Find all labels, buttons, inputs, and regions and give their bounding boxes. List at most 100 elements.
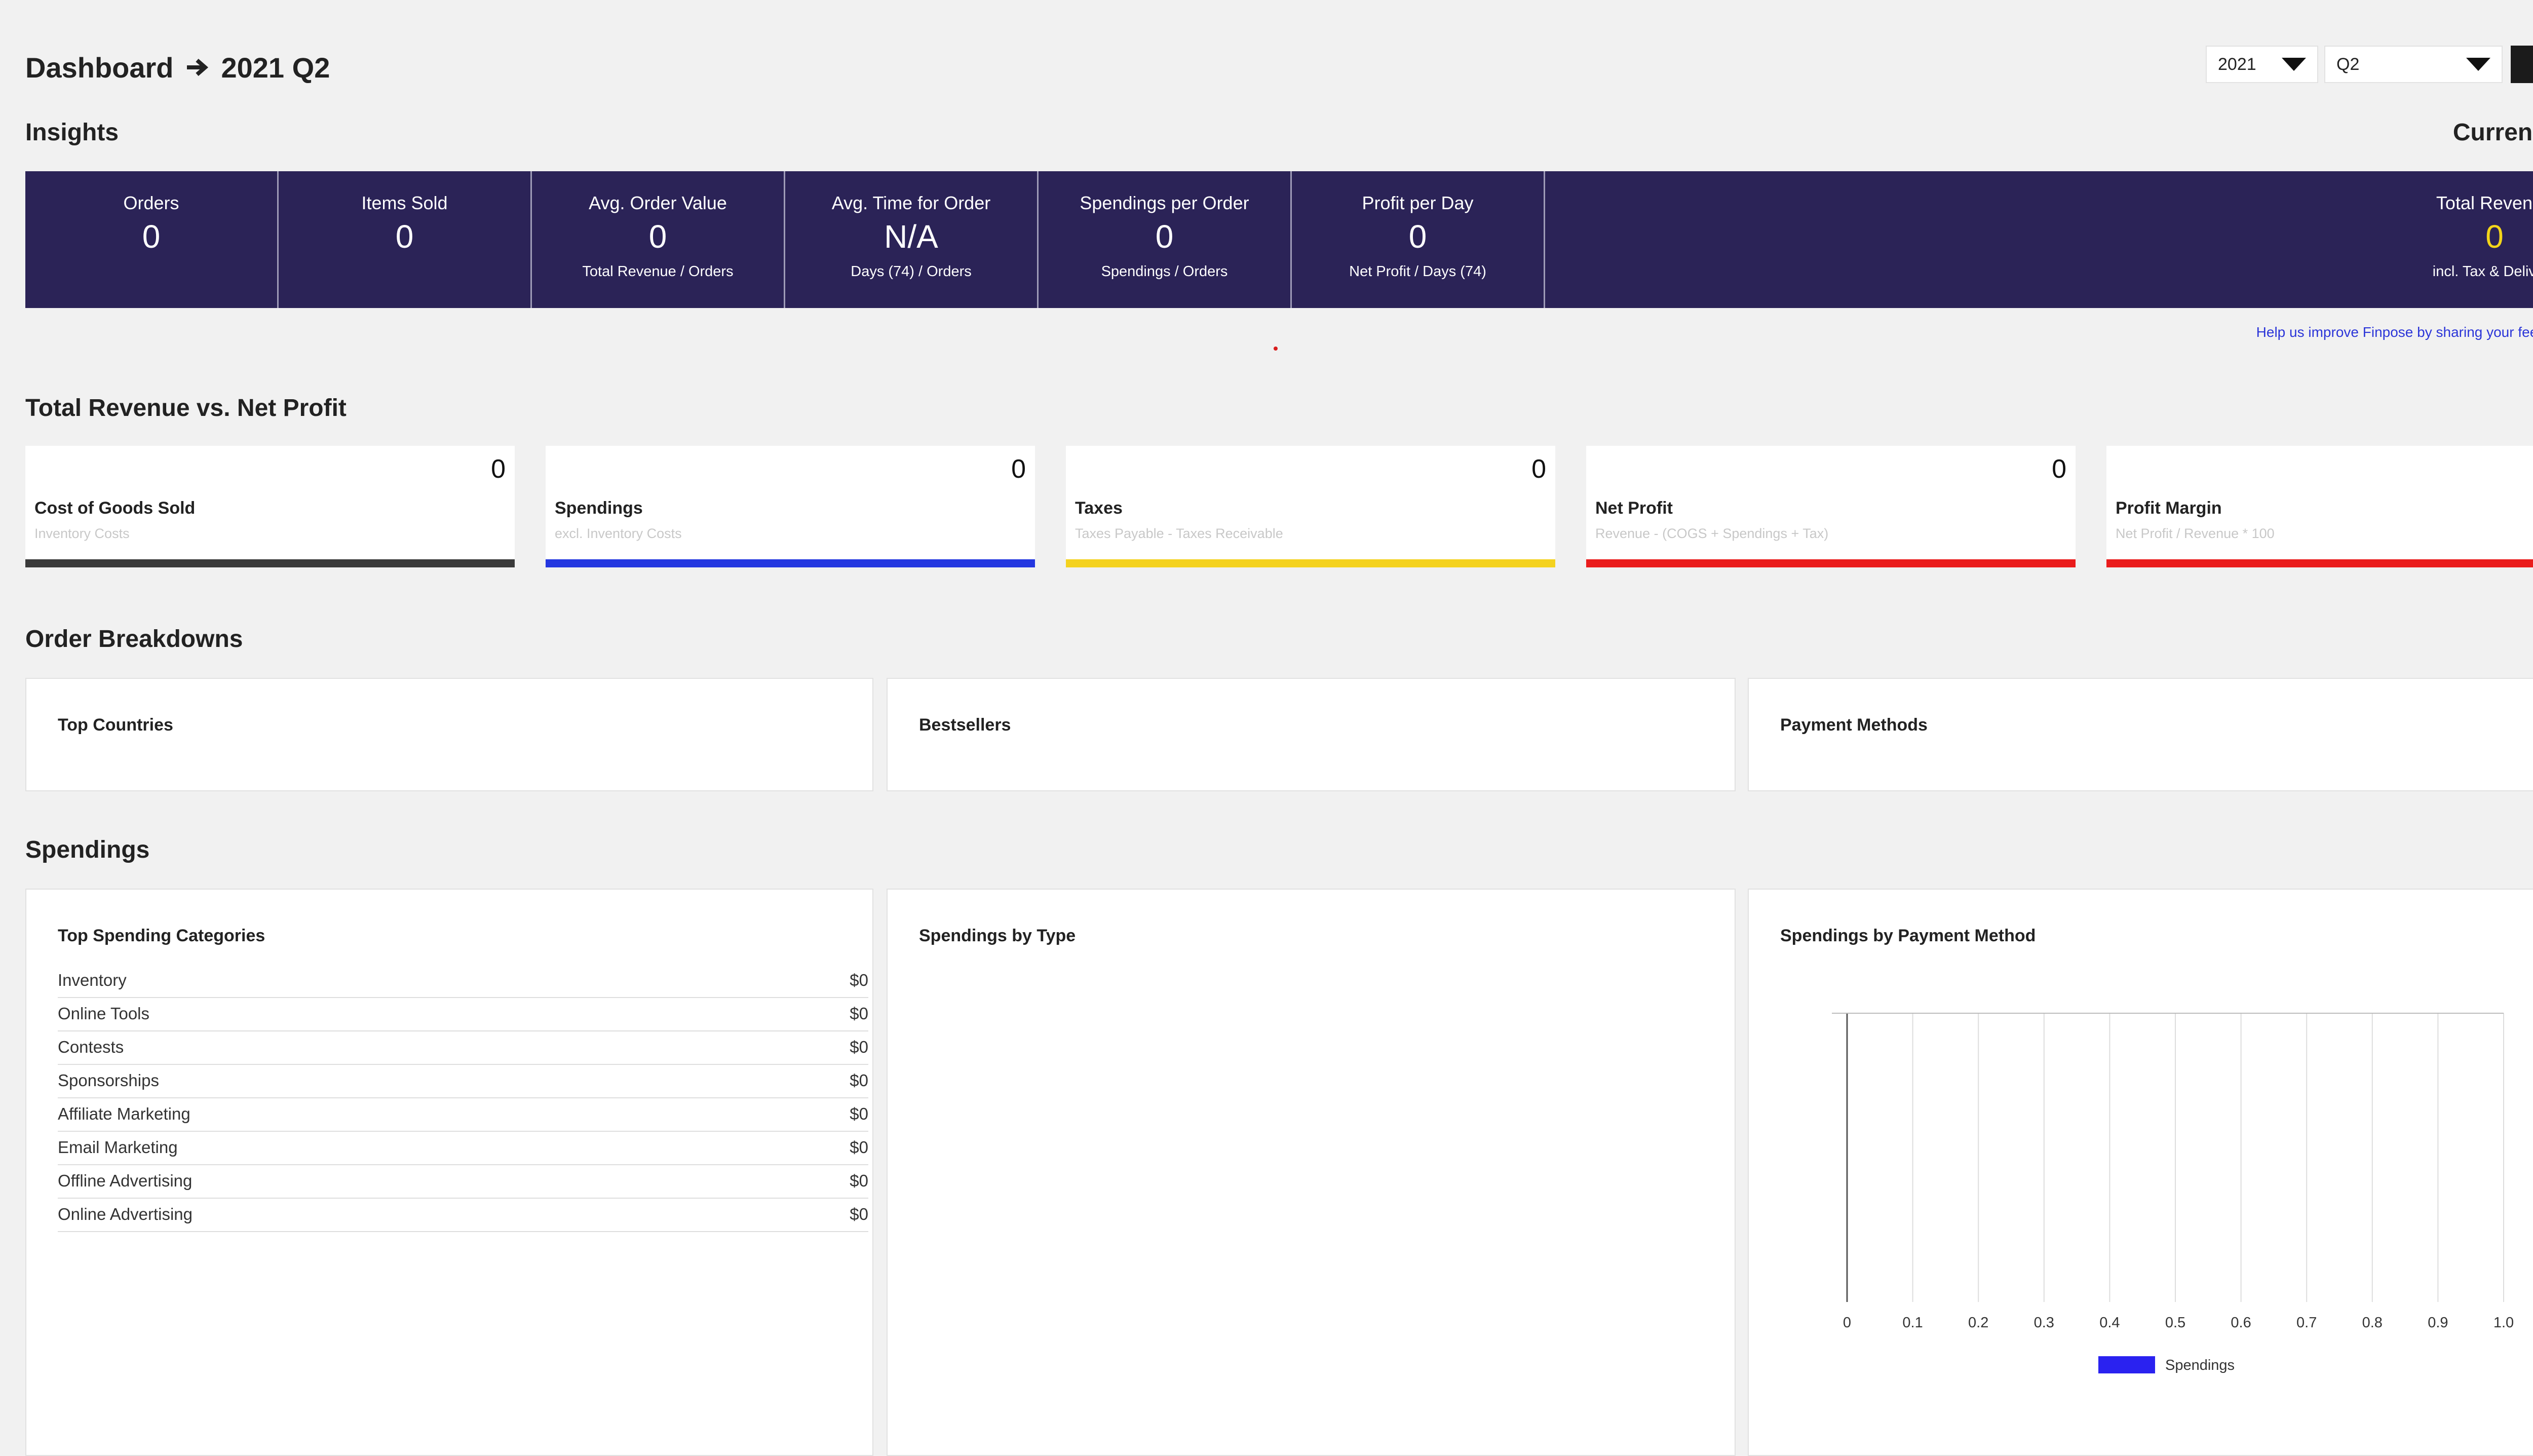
metric-color-bar bbox=[25, 559, 515, 567]
metric-title: Spendings bbox=[555, 499, 643, 518]
category-value: $0 bbox=[850, 1138, 868, 1157]
panel-title: Spendings by Type bbox=[919, 926, 1076, 945]
chevron-down-icon bbox=[2466, 58, 2490, 71]
insight-label: Avg. Time for Order bbox=[831, 193, 991, 213]
metric-subtitle: Inventory Costs bbox=[34, 526, 130, 541]
category-value: $0 bbox=[850, 1071, 868, 1090]
insight-label: Spendings per Order bbox=[1080, 193, 1249, 213]
list-item: Contests $0 bbox=[58, 1032, 868, 1065]
metric-title: Taxes bbox=[1075, 499, 1123, 518]
insight-value: 0 bbox=[1408, 218, 1427, 255]
legend-label: Spendings bbox=[2165, 1357, 2235, 1373]
arrow-right-icon bbox=[186, 57, 209, 78]
insight-avg-time: Avg. Time for Order N/A Days (74) / Orde… bbox=[785, 171, 1039, 308]
spendings-by-payment-chart: 0 0.1 0.2 0.3 0.4 0.5 0.6 0.7 0.8 0.9 1.0 Spendings bbox=[1832, 1013, 2514, 1373]
list-item: Email Marketing $0 bbox=[58, 1133, 868, 1165]
metric-card-cogs: 0 Cost of Goods Sold Inventory Costs bbox=[25, 446, 515, 567]
insight-label: Profit per Day bbox=[1362, 193, 1474, 213]
metric-subtitle: excl. Inventory Costs bbox=[555, 526, 682, 541]
x-tick-label: 0.6 bbox=[2231, 1315, 2251, 1331]
metric-color-bar bbox=[546, 559, 1035, 567]
x-tick-label: 0.8 bbox=[2362, 1315, 2383, 1331]
metric-color-bar bbox=[1066, 559, 1555, 567]
panel-title: Bestsellers bbox=[919, 715, 1011, 735]
spendings-by-payment-panel: Spendings by Payment Method 0 0.1 0.2 0.3 0.… bbox=[1748, 889, 2533, 1456]
category-value: $0 bbox=[850, 1104, 868, 1123]
insight-label: Orders bbox=[123, 193, 179, 213]
metric-card-taxes: 0 Taxes Taxes Payable - Taxes Receivable bbox=[1066, 446, 1555, 567]
category-name: Affiliate Marketing bbox=[58, 1104, 190, 1123]
x-tick-label: 0.4 bbox=[2099, 1315, 2120, 1331]
x-tick-label: 0.2 bbox=[1968, 1315, 1988, 1331]
category-name: Online Advertising bbox=[58, 1205, 193, 1223]
insight-value: N/A bbox=[884, 218, 938, 255]
insight-profit-per-day: Profit per Day 0 Net Profit / Days (74) bbox=[1292, 171, 1545, 308]
metric-card-spendings: 0 Spendings excl. Inventory Costs bbox=[546, 446, 1035, 567]
status-dot bbox=[1274, 347, 1278, 351]
metric-title: Net Profit bbox=[1595, 499, 1673, 518]
order-breakdowns-title: Order Breakdowns bbox=[25, 626, 243, 653]
insight-sub: Days (74) / Orders bbox=[851, 263, 972, 280]
category-name: Offline Advertising bbox=[58, 1171, 193, 1190]
top-countries-panel: Top Countries bbox=[25, 678, 873, 791]
metric-title: Profit Margin bbox=[2116, 499, 2222, 518]
metric-card-profit-margin: 0% Profit Margin Net Profit / Revenue * … bbox=[2106, 446, 2533, 567]
metric-value: 0 bbox=[2052, 454, 2066, 484]
category-value: $0 bbox=[850, 1205, 868, 1223]
panel-title: Top Countries bbox=[58, 715, 173, 735]
x-tick-label: 0.5 bbox=[2165, 1315, 2185, 1331]
spendings-title: Spendings bbox=[25, 836, 150, 863]
metric-subtitle: Revenue - (COGS + Spendings + Tax) bbox=[1595, 526, 1829, 541]
payment-methods-panel: Payment Methods bbox=[1748, 678, 2533, 791]
x-tick-label: 0.7 bbox=[2296, 1315, 2317, 1331]
metric-card-net-profit: 0 Net Profit Revenue - (COGS + Spendings… bbox=[1586, 446, 2076, 567]
quarter-select[interactable]: Q2 bbox=[2324, 46, 2503, 83]
panel-title: Top Spending Categories bbox=[58, 926, 265, 945]
list-item: Offline Advertising $0 bbox=[58, 1166, 868, 1199]
metric-title: Cost of Goods Sold bbox=[34, 499, 196, 518]
top-spending-categories-panel: Top Spending Categories Inventory $0 Onl… bbox=[25, 889, 873, 1456]
insight-value: 0 bbox=[1155, 218, 1174, 255]
list-item: Online Tools $0 bbox=[58, 999, 868, 1031]
currency-label: Currency : $ bbox=[2452, 119, 2533, 146]
x-tick-label: 1.0 bbox=[2493, 1315, 2514, 1331]
category-value: $0 bbox=[850, 971, 868, 989]
category-name: Email Marketing bbox=[58, 1138, 178, 1157]
metric-value: 0 bbox=[491, 454, 506, 484]
insight-label: Avg. Order Value bbox=[589, 193, 727, 213]
insights-band: Orders 0 Items Sold 0 Avg. Order Value 0… bbox=[25, 171, 2533, 308]
year-select-value: 2021 bbox=[2218, 54, 2256, 74]
insight-value: 0 bbox=[648, 218, 667, 255]
list-item: Sponsorships $0 bbox=[58, 1066, 868, 1098]
breadcrumb-home[interactable]: Dashboard bbox=[25, 51, 174, 84]
insight-total-revenue: Total Revenue 0 incl. Tax & Delivery bbox=[2393, 171, 2533, 308]
x-tick-label: 0.3 bbox=[2034, 1315, 2054, 1331]
total-revenue-label: Total Revenue bbox=[2436, 193, 2533, 213]
category-name: Inventory bbox=[58, 971, 127, 989]
insight-sub: Spendings / Orders bbox=[1101, 263, 1228, 280]
breadcrumb-period: 2021 Q2 bbox=[221, 51, 330, 84]
metric-value: 0 bbox=[1011, 454, 1026, 484]
legend-swatch bbox=[2098, 1356, 2155, 1373]
year-select[interactable]: 2021 bbox=[2206, 46, 2318, 83]
metric-subtitle: Net Profit / Revenue * 100 bbox=[2116, 526, 2275, 541]
insight-items-sold: Items Sold 0 bbox=[279, 171, 532, 308]
insight-sub: Net Profit / Days (74) bbox=[1349, 263, 1486, 280]
go-button[interactable]: Go bbox=[2511, 46, 2533, 83]
spendings-by-type-panel: Spendings by Type bbox=[887, 889, 1736, 1456]
quarter-select-value: Q2 bbox=[2336, 54, 2360, 74]
x-tick-label: 0.1 bbox=[1902, 1315, 1923, 1331]
feedback-link-text: Help us improve Finpose by sharing your … bbox=[2256, 324, 2533, 340]
chevron-down-icon bbox=[2282, 58, 2306, 71]
metric-subtitle: Taxes Payable - Taxes Receivable bbox=[1075, 526, 1283, 541]
x-tick-label: 0.9 bbox=[2428, 1315, 2448, 1331]
list-item: Affiliate Marketing $0 bbox=[58, 1099, 868, 1132]
insights-title: Insights bbox=[25, 119, 119, 146]
list-item: Inventory $0 bbox=[58, 966, 868, 998]
metric-value: 0 bbox=[1531, 454, 1546, 484]
total-revenue-sub: incl. Tax & Delivery bbox=[2432, 263, 2533, 280]
insight-orders: Orders 0 bbox=[25, 171, 279, 308]
feedback-link[interactable]: Help us improve Finpose by sharing your … bbox=[2256, 324, 2533, 340]
insight-value: 0 bbox=[395, 218, 414, 255]
insight-avg-order-value: Avg. Order Value 0 Total Revenue / Order… bbox=[532, 171, 785, 308]
